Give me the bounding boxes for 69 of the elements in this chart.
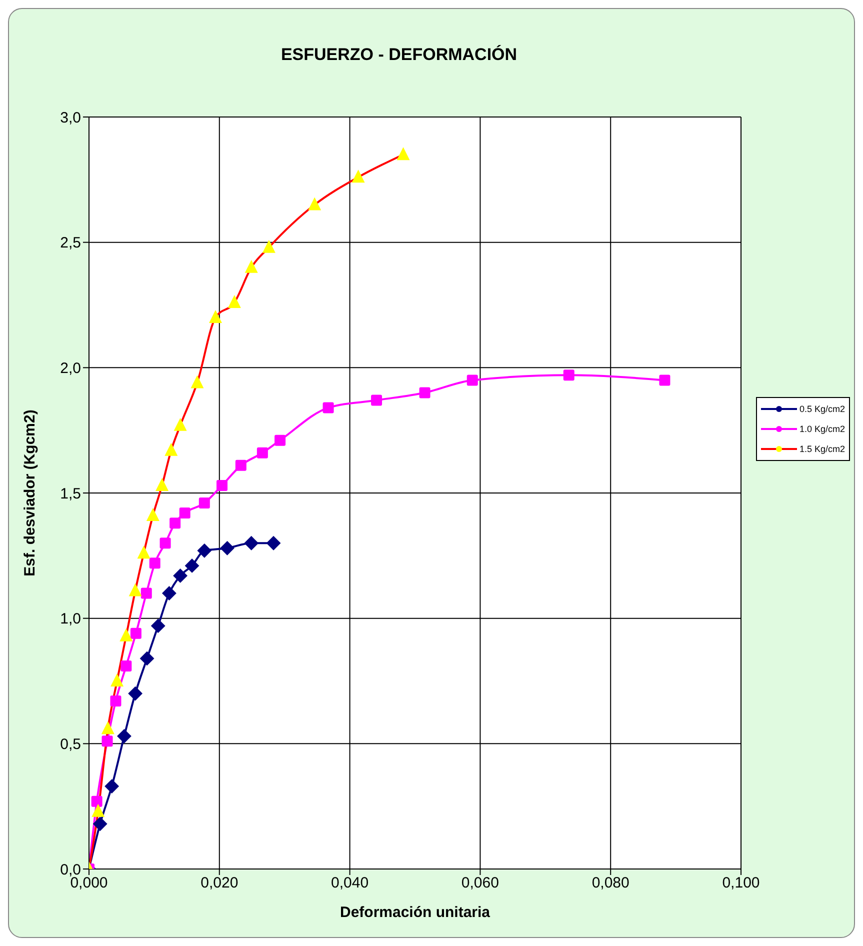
point: [371, 394, 382, 406]
point: [91, 796, 102, 807]
point: [244, 260, 258, 273]
point: [466, 374, 478, 386]
point: [220, 541, 234, 556]
point: [102, 736, 113, 747]
point: [173, 568, 188, 583]
point: [308, 197, 322, 210]
point: [93, 816, 108, 831]
point: [174, 418, 187, 431]
point: [151, 618, 166, 633]
legend-label: 1.5 Kg/cm2: [799, 444, 845, 454]
point: [117, 729, 132, 744]
point: [197, 544, 212, 558]
x-tick-label: 0,040: [331, 874, 369, 892]
point: [164, 442, 178, 456]
y-tick-label: 2,5: [60, 234, 81, 252]
legend-label: 1.0 Kg/cm2: [799, 424, 845, 434]
point: [419, 387, 430, 398]
chart-title: ESFUERZO - DEFORMACIÓN: [280, 45, 518, 65]
point: [244, 536, 258, 550]
x-tick-label: 0,020: [200, 874, 238, 892]
y-axis-title: Esf. desviador (Kgcm2): [21, 410, 38, 576]
y-tick-label: 1,5: [60, 485, 81, 502]
point: [563, 370, 574, 381]
legend-label: 0.5 Kg/cm2: [799, 404, 845, 414]
point: [216, 480, 228, 491]
point: [110, 674, 124, 686]
point: [104, 779, 119, 794]
point: [170, 518, 181, 529]
point: [128, 686, 142, 701]
point: [228, 294, 241, 308]
x-tick-label: 0,080: [592, 874, 630, 892]
point: [120, 628, 133, 642]
y-tick-label: 1,0: [60, 610, 81, 628]
point: [92, 804, 105, 817]
y-tick-label: 0,5: [60, 736, 81, 753]
point: [208, 310, 222, 324]
point: [179, 508, 190, 519]
point: [274, 434, 286, 446]
point: [198, 498, 210, 509]
point: [235, 460, 246, 471]
point: [110, 696, 122, 707]
point: [130, 628, 142, 639]
point: [128, 583, 142, 596]
x-tick-label: 0,060: [461, 874, 499, 892]
point: [322, 402, 334, 414]
point: [140, 588, 152, 599]
x-axis-title: Deformación unitaria: [340, 904, 491, 921]
point: [137, 546, 150, 559]
point: [146, 508, 160, 522]
point: [256, 447, 268, 458]
x-tick-label: 0,100: [722, 874, 760, 892]
point: [266, 536, 281, 550]
point: [352, 170, 365, 183]
point: [396, 147, 410, 160]
y-tick-label: 2,0: [60, 360, 81, 377]
y-tick-label: 3,0: [60, 109, 81, 126]
point: [185, 558, 200, 573]
point: [140, 651, 154, 666]
point: [262, 240, 276, 253]
point: [156, 478, 169, 491]
point: [190, 375, 204, 388]
point: [162, 586, 176, 600]
point: [101, 721, 114, 734]
point: [659, 374, 670, 386]
point: [160, 538, 171, 549]
point: [120, 660, 132, 672]
point: [149, 558, 160, 569]
